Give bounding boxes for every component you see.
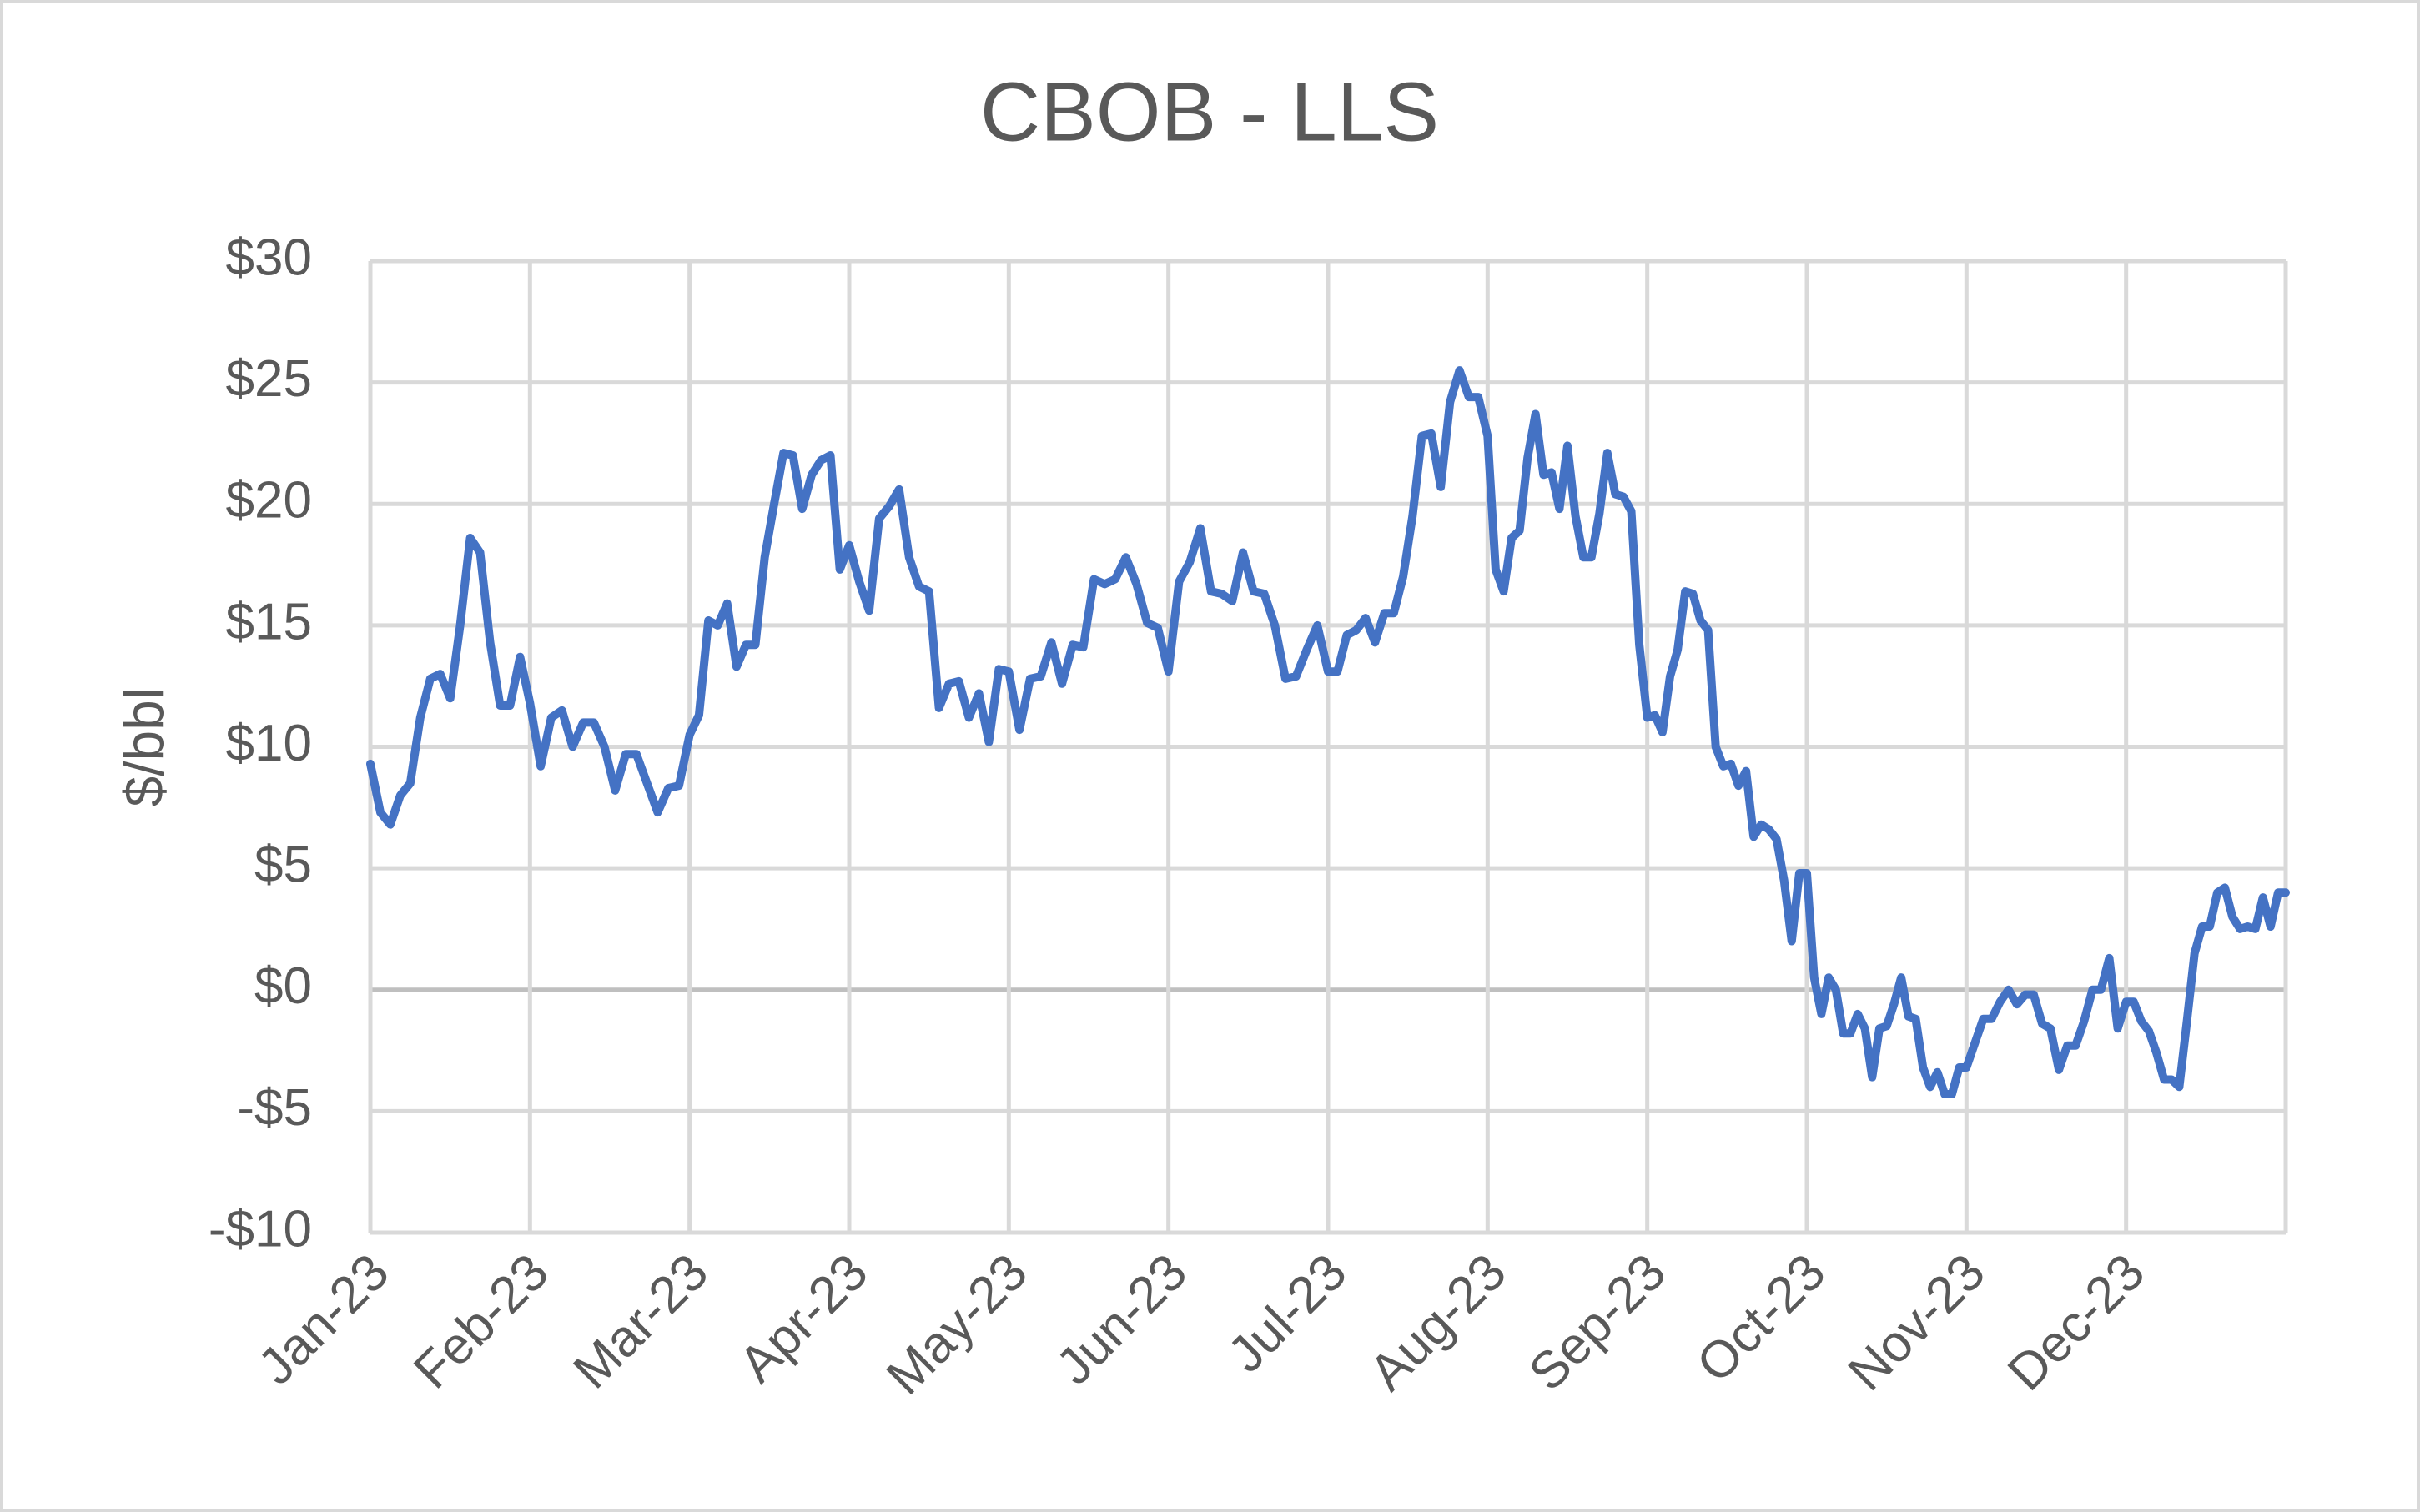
y-tick-label: $30 (226, 229, 312, 286)
chart-title: CBOB - LLS (980, 65, 1439, 158)
y-tick-label: $20 (226, 472, 312, 530)
y-tick-label: $0 (254, 957, 312, 1015)
y-tick-label: $25 (226, 350, 312, 408)
y-axis-label: $/bbl (113, 687, 174, 806)
y-tick-label: $15 (226, 593, 312, 651)
y-tick-label: $5 (254, 836, 312, 894)
y-tick-label: -$5 (237, 1079, 312, 1137)
y-tick-label: -$10 (209, 1200, 312, 1258)
data-line (366, 366, 2290, 1098)
y-tick-label: $10 (226, 715, 312, 772)
